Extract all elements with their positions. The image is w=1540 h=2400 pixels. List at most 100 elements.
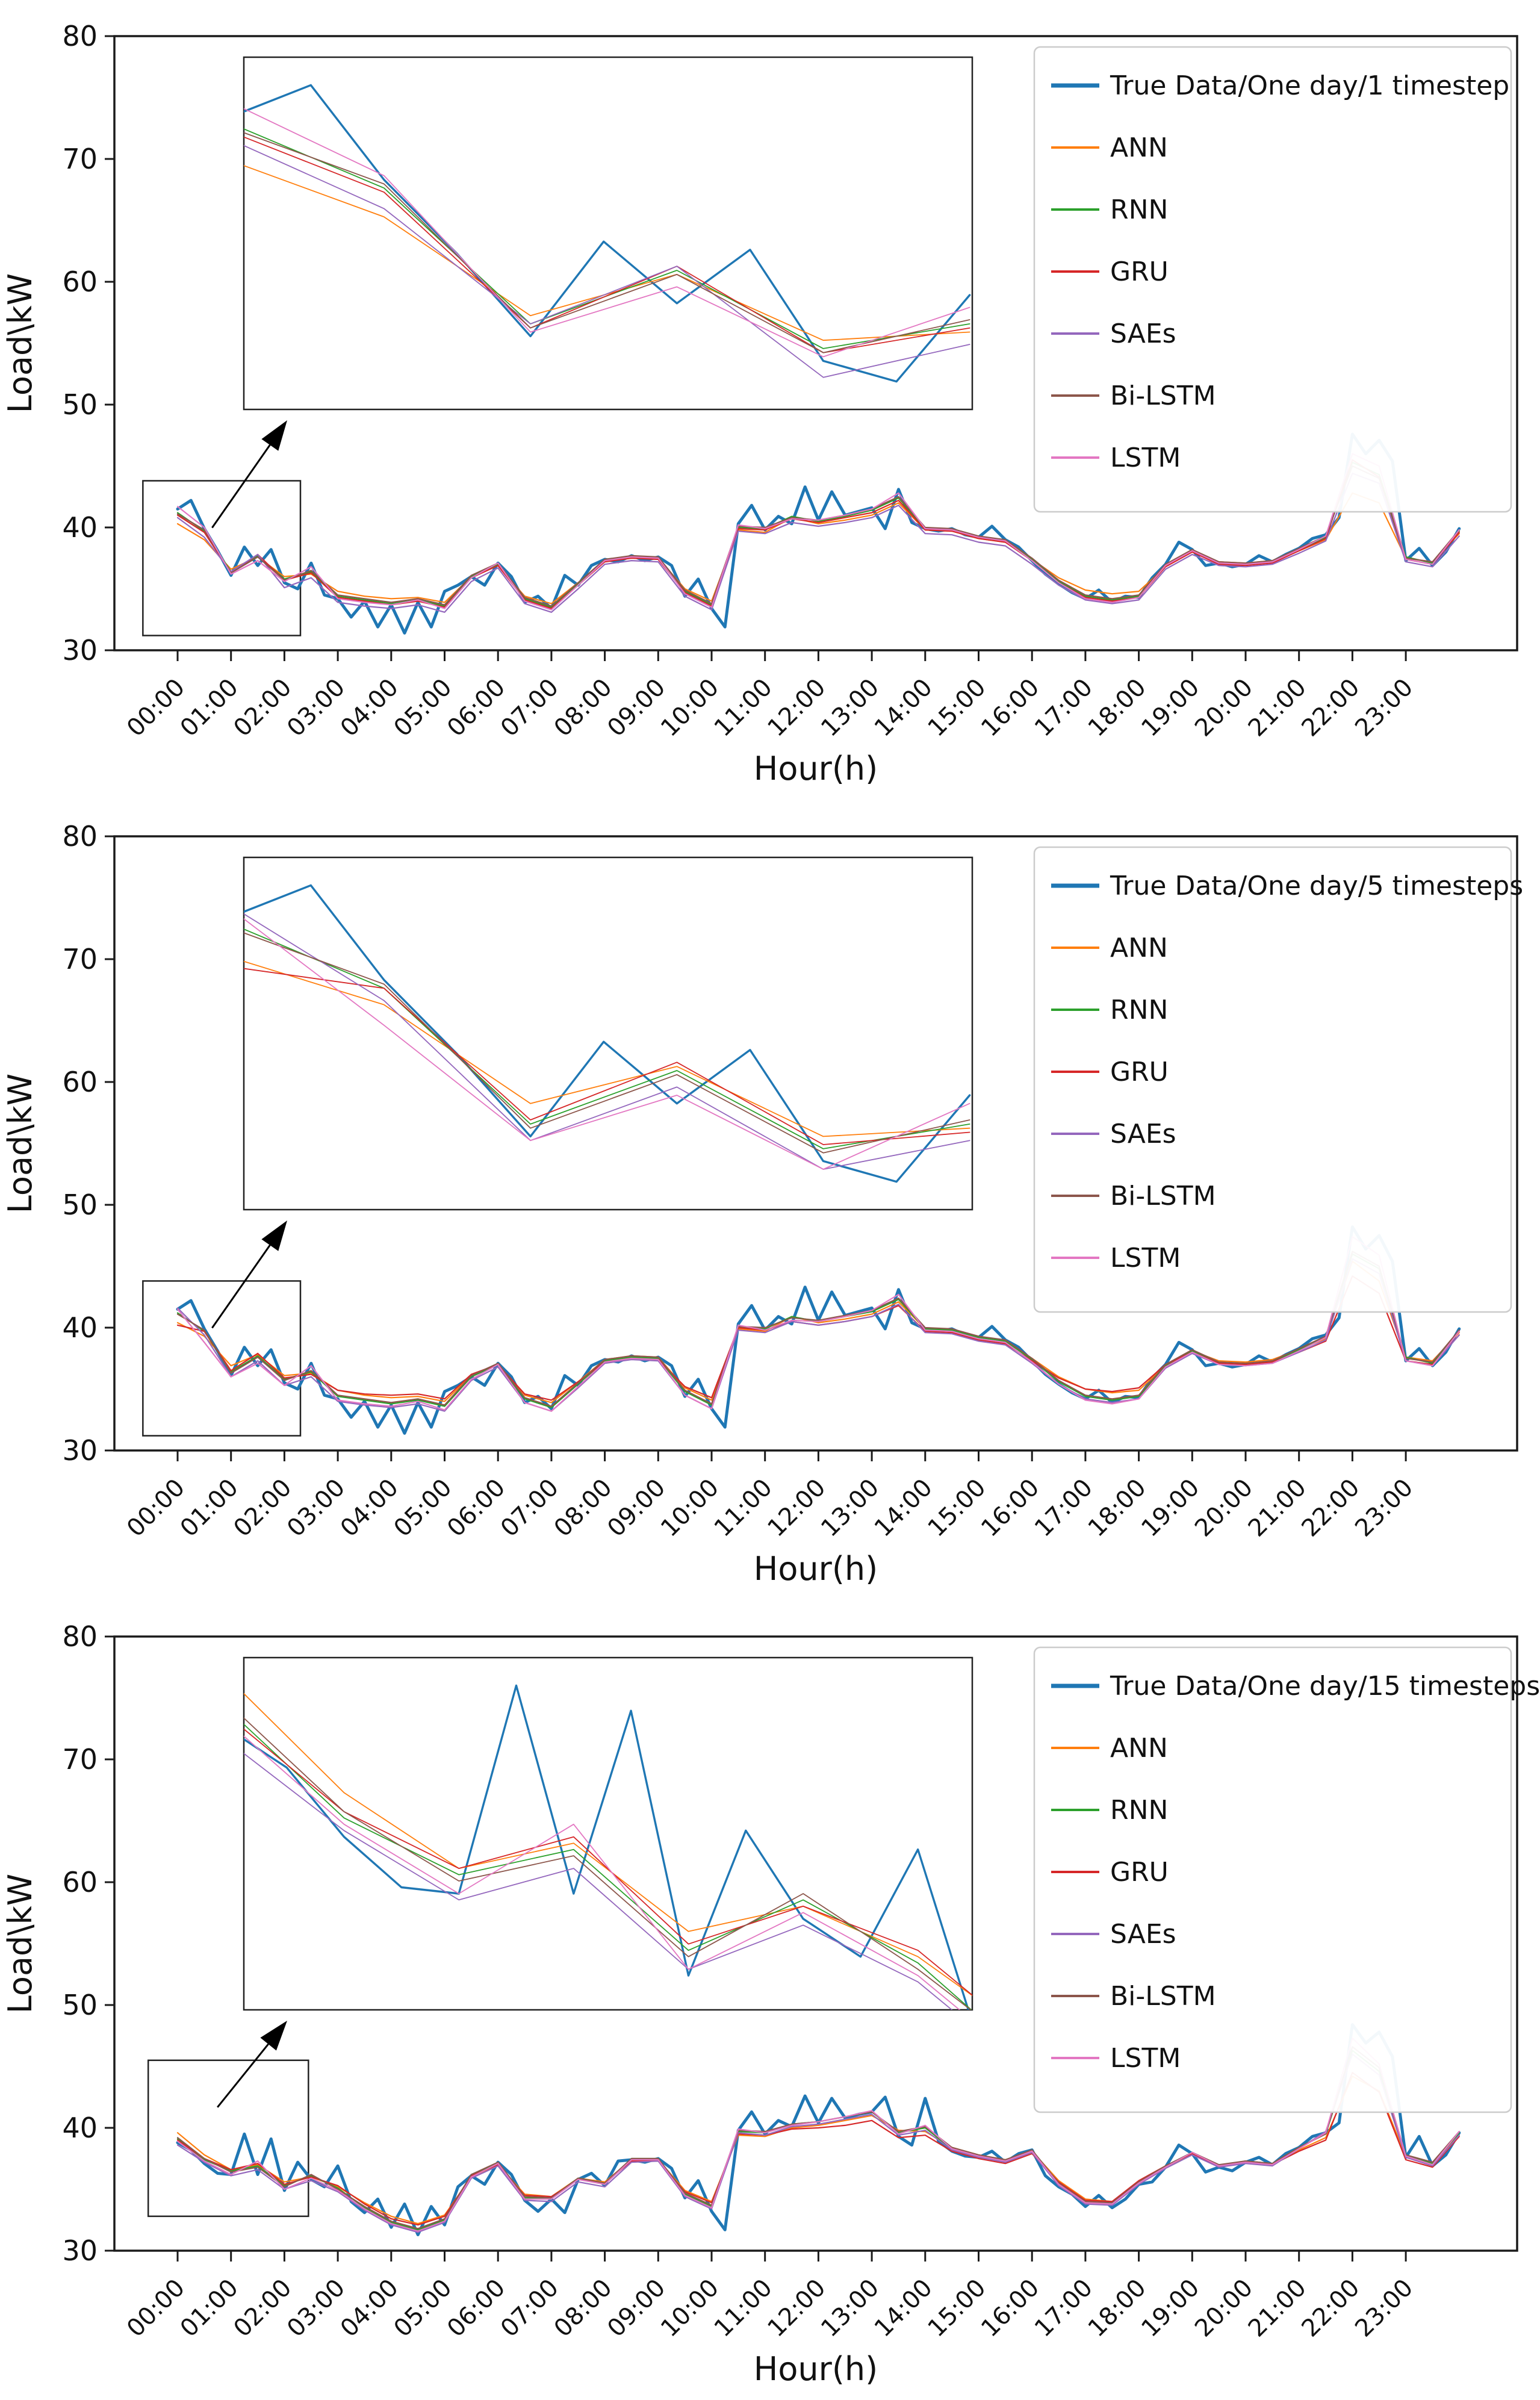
inset-line-lstm [244,108,970,358]
x-tick-label: 18:00 [1083,2274,1152,2343]
y-axis-label: Load\kW [1,1874,39,2013]
legend-label-6: Bi-LSTM [1110,1181,1216,1211]
legend-label-4: GRU [1110,256,1169,287]
inset-series [244,884,971,1183]
x-tick-label: 11:00 [709,1474,778,1543]
x-tick-label: 03:00 [282,674,350,742]
legend-label-7: LSTM [1110,2043,1181,2074]
x-tick-label: 21:00 [1243,2274,1312,2343]
x-tick-label: 01:00 [175,1474,244,1543]
legend-box [1033,1646,1512,2113]
x-tick-label: 09:00 [602,2274,671,2343]
legend-label-7: LSTM [1110,443,1181,473]
x-tick-label: 08:00 [549,1474,618,1543]
x-tick-label: 00:00 [122,2274,190,2343]
legend-label-4: GRU [1110,1057,1169,1087]
y-tick-label: 30 [62,634,98,667]
legend-label-3: RNN [1110,1795,1168,1826]
legend-label-7: LSTM [1110,1243,1181,1273]
x-tick-label: 13:00 [816,2274,884,2343]
inset-series [244,84,971,383]
axes-spines [113,35,1518,651]
x-tick-label: 07:00 [495,2274,564,2343]
x-tick-label: 17:00 [1029,1474,1098,1543]
y-tick-label: 80 [62,20,98,52]
axes-spines [113,1635,1518,2252]
x-tick-label: 10:00 [656,1474,724,1543]
x-tick-label: 10:00 [656,674,724,742]
legend-label-6: Bi-LSTM [1110,381,1216,411]
inset-line-saes [244,1753,953,2010]
y-tick-label: 40 [62,2112,98,2144]
legend-label-3: RNN [1110,995,1168,1025]
y-tick-label: 80 [62,1620,98,1653]
x-tick-label: 02:00 [228,674,297,742]
y-tick-label: 70 [62,143,98,175]
zoom-arrow-line [217,2044,269,2108]
legend-label-6: Bi-LSTM [1110,1981,1216,2012]
x-tick-label: 14:00 [869,1474,938,1543]
legend-label-2: ANN [1110,933,1168,963]
x-tick-label: 11:00 [709,674,778,742]
x-tick-label: 04:00 [335,674,404,742]
x-tick-label: 14:00 [869,2274,938,2343]
inset-line-bi-lstm [244,932,970,1154]
inset-line-ann [244,960,970,1137]
axes-spines [113,835,1518,1452]
legend: True Data/One day/1 timestep ANN RNN GRU SAE… [1033,46,1512,513]
inset-box [243,856,973,1211]
zoom-arrow-line [211,1245,271,1329]
x-tick-label: 01:00 [175,2274,244,2343]
legend-label-5: SAEs [1110,1119,1176,1149]
zoom-arrow-line [211,444,271,529]
y-tick-label: 70 [62,943,98,975]
main-series [176,432,1461,635]
y-tick-label: 50 [62,1189,98,1221]
x-tick-label: 12:00 [762,674,831,742]
chart-svg-1: 30 40 50 60 70 80 00:0001:0002:0003:0004:0005:… [1,20,1518,788]
x-axis-label: Hour(h) [754,750,878,788]
zoom-arrow-head [260,2021,287,2051]
x-axis-label: Hour(h) [754,1550,878,1588]
series-line-lstm [176,2038,1460,2232]
chart-svg-2: 30 40 50 60 70 80 00:0001:0002:0003:0004:0005:… [1,820,1523,1588]
x-tick-label: 19:00 [1136,674,1205,742]
x-tick-label: 00:00 [122,1474,190,1543]
x-tick-label: 10:00 [656,2274,724,2343]
y-tick-label: 60 [62,266,98,298]
x-tick-label: 17:00 [1029,674,1098,742]
series-line-bi-lstm [176,1251,1460,1407]
legend-box [1033,846,1512,1313]
inset-line-bi-lstm [244,132,970,353]
chart-svg-3: 30 40 50 60 70 80 00:0001:0002:0003:0004:0005:… [1,1620,1540,2388]
x-tick-label: 21:00 [1243,674,1312,742]
x-tick-label: 03:00 [282,2274,350,2343]
plot-area: 30 40 50 60 70 80 00:0001:0002:0003:0004:0005:… [1,1620,1540,2388]
x-tick-label: 18:00 [1083,1474,1152,1543]
x-tick-label: 18:00 [1083,674,1152,742]
zoom-source-rect [147,2059,309,2218]
inset-line-lstm [244,918,970,1170]
x-tick-label: 03:00 [282,1474,350,1543]
legend: True Data/One day/15 timesteps ANN RNN GRU S… [1033,1646,1540,2113]
inset-line-gru [244,1728,972,1996]
legend-box [1033,46,1512,513]
inset-line-gru [244,968,970,1145]
x-axis-label: Hour(h) [754,2350,878,2388]
zoom-arrow-head [261,1220,287,1251]
series-line-saes [176,473,1460,613]
legend-label-5: SAEs [1110,319,1176,349]
x-tick-label: 09:00 [602,674,671,742]
x-tick-label: 22:00 [1296,2274,1365,2343]
x-tick-label: 23:00 [1350,2274,1418,2343]
x-tick-label: 16:00 [976,674,1045,742]
series-line-ann [176,1260,1460,1404]
y-tick-label: 40 [62,511,98,544]
plot-area: 30 40 50 60 70 80 00:0001:0002:0003:0004:0005:… [1,20,1518,788]
x-tick-label: 20:00 [1190,2274,1258,2343]
inset-line-true-data-one-day-15-timesteps [244,1684,970,2010]
legend-label-5: SAEs [1110,1919,1176,1950]
x-tick-label: 01:00 [175,674,244,742]
series-line-lstm [176,453,1460,611]
